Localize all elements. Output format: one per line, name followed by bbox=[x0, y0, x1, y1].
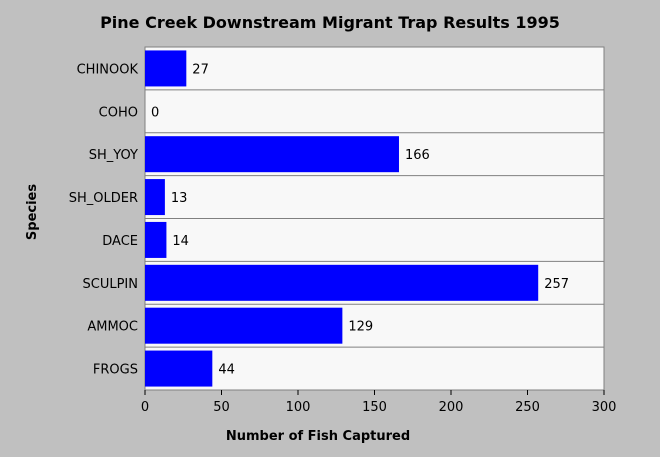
x-tick-label: 200 bbox=[439, 400, 464, 415]
x-tick-label: 0 bbox=[141, 400, 149, 415]
category-label: DACE bbox=[102, 234, 138, 249]
data-label: 13 bbox=[171, 191, 188, 206]
bar bbox=[145, 264, 539, 301]
bar bbox=[145, 350, 213, 387]
data-label: 257 bbox=[544, 277, 569, 292]
y-axis-title: Species bbox=[25, 184, 40, 240]
data-labels: 27 0 166 13 14 257 129 44 bbox=[151, 62, 569, 377]
data-label: 14 bbox=[172, 234, 189, 249]
chart-title: Pine Creek Downstream Migrant Trap Resul… bbox=[100, 13, 560, 32]
data-label: 27 bbox=[192, 62, 209, 77]
category-label: FROGS bbox=[93, 363, 138, 378]
data-label: 44 bbox=[218, 363, 235, 378]
x-tick-label: 150 bbox=[362, 400, 387, 415]
bar bbox=[145, 221, 167, 258]
x-tick-label: 250 bbox=[515, 400, 540, 415]
x-axis-title: Number of Fish Captured bbox=[226, 429, 410, 444]
bar bbox=[145, 307, 343, 344]
bars bbox=[145, 50, 539, 387]
category-label: SH_OLDER bbox=[69, 191, 138, 206]
x-tick-label: 100 bbox=[286, 400, 311, 415]
bar bbox=[145, 50, 187, 87]
bar bbox=[145, 179, 165, 216]
category-label: SCULPIN bbox=[83, 277, 139, 292]
category-labels: CHINOOK COHO SH_YOY SH_OLDER DACE SCULPIN AMMO… bbox=[69, 62, 139, 377]
data-label: 129 bbox=[348, 320, 373, 335]
x-tick-label: 50 bbox=[213, 400, 230, 415]
category-label: CHINOOK bbox=[77, 62, 139, 77]
x-axis: 0 50 100 150 200 250 300 bbox=[141, 390, 617, 415]
x-tick-label: 300 bbox=[592, 400, 617, 415]
category-label: SH_YOY bbox=[89, 148, 138, 163]
data-label: 0 bbox=[151, 105, 159, 120]
bar bbox=[145, 136, 399, 173]
category-label: COHO bbox=[99, 105, 138, 120]
data-label: 166 bbox=[405, 148, 430, 163]
category-label: AMMOC bbox=[87, 320, 138, 335]
gridlines bbox=[145, 89, 604, 348]
